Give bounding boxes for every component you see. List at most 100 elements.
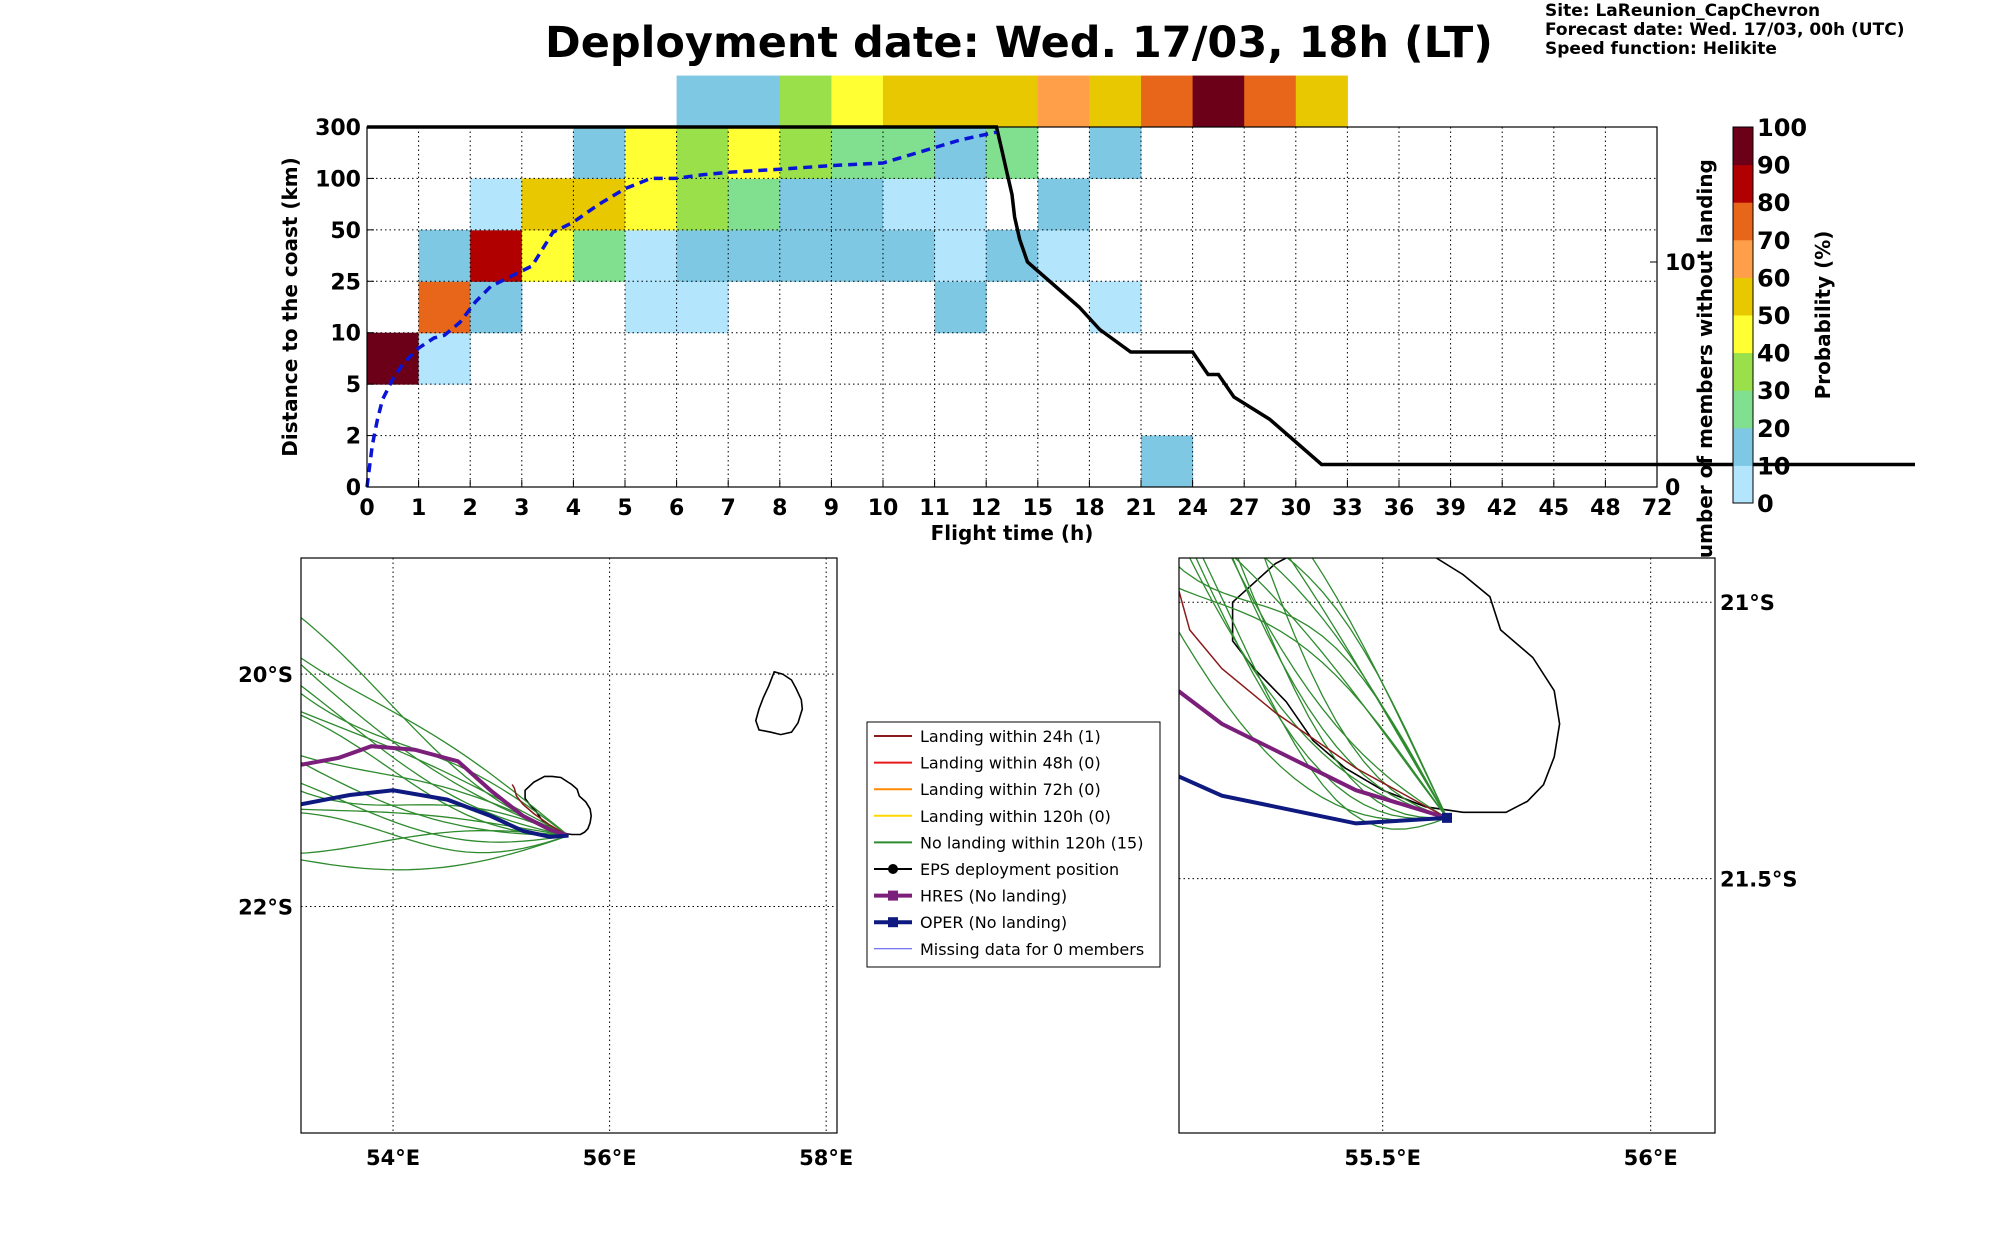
heatmap-cell <box>418 229 471 282</box>
legend-frame <box>866 721 1161 968</box>
colorbar-tick-label: 20 <box>1757 415 1790 443</box>
y-tick-label: 2 <box>346 425 361 450</box>
zoom-map[interactable]: 55.5°E 56°E 21°S 21.5°S <box>123 38 2000 1170</box>
y-tick-label: 300 <box>315 116 361 141</box>
colorbar-segment <box>1733 239 1753 278</box>
member-trajectory-no-landing <box>301 657 569 837</box>
heatmap-frame <box>366 126 1658 488</box>
heatmap-cell <box>934 127 987 179</box>
probability-colorbar: 0 10 20 30 40 50 60 70 80 90 100 Probability (%) <box>1732 114 1835 518</box>
heatmap-cell <box>470 178 523 231</box>
member-trajectory-no-landing <box>301 812 569 854</box>
site-label: Site: LaReunion_CapChevron <box>1545 1 1821 21</box>
heatmap-cell <box>934 178 987 231</box>
heatmap-cell <box>779 127 832 179</box>
heatmap-cell <box>625 127 678 179</box>
legend-swatch-marker <box>888 917 898 928</box>
map-lat-label: 20°S <box>238 663 293 687</box>
map-background <box>1179 558 1715 1133</box>
heatmap-cell <box>1089 127 1142 179</box>
member-trajectory-no-landing <box>1231 558 1448 819</box>
heatmap-cell <box>676 229 729 282</box>
heatmap-cell <box>986 229 1039 282</box>
heatmap-cell <box>676 281 729 334</box>
legend-item-label: Landing within 72h (0) <box>920 780 1101 799</box>
member-trajectory-no-landing <box>1195 558 1448 820</box>
heatmap-cell <box>779 75 832 128</box>
heatmap-cell <box>1141 435 1194 488</box>
x-tick-label: 5 <box>617 496 632 521</box>
heatmap-cell <box>521 178 574 231</box>
heatmap-cell <box>883 75 936 128</box>
colorbar-segment <box>1733 352 1753 391</box>
heatmap-cell <box>1295 75 1348 128</box>
heatmap-cell <box>831 75 884 128</box>
x-tick-label: 0 <box>359 496 374 521</box>
legend-swatch-marker <box>888 890 898 901</box>
heatmap-cell <box>521 229 574 282</box>
y-tick-label: 100 <box>315 167 361 192</box>
colorbar-frame <box>1732 126 1754 504</box>
x-tick-label: 30 <box>1280 496 1311 521</box>
map-lon-label: 55.5°E <box>1344 1146 1421 1170</box>
deployment-marker <box>1442 812 1452 823</box>
page-title: Deployment date: Wed. 17/03, 18h (LT) <box>545 18 1493 68</box>
colorbar-tick-label: 40 <box>1757 340 1790 368</box>
map-lat-label: 21°S <box>1720 591 1775 615</box>
wide-map[interactable]: 54°E 56°E 58°E 20°S 22°S <box>238 557 853 1170</box>
forecast-date-label: Forecast date: Wed. 17/03, 00h (UTC) <box>1545 20 1905 40</box>
hres-trajectory <box>301 744 570 838</box>
heatmap-cell <box>986 75 1039 128</box>
reunion-coastline <box>1231 558 1561 814</box>
legend-item-label: OPER (No landing) <box>920 913 1067 932</box>
y2-tick-label: 0 <box>1665 476 1680 501</box>
member-trajectory-no-landing <box>1263 558 1448 819</box>
heatmap-cell <box>1089 281 1142 334</box>
colorbar-tick-label: 70 <box>1757 227 1790 255</box>
map-layers <box>301 558 837 1133</box>
heatmap-cell <box>728 178 781 231</box>
heatmap-cell <box>831 229 884 282</box>
heatmap-cell <box>831 178 884 231</box>
colorbar-tick-label: 10 <box>1757 452 1790 480</box>
oper-trajectory <box>1179 774 1448 826</box>
colorbar-segment <box>1733 277 1753 316</box>
heatmap-cell <box>418 332 471 385</box>
colorbar-segment <box>1733 390 1753 429</box>
map-background <box>301 558 837 1133</box>
heatmap-cell <box>418 281 471 334</box>
member-trajectory-no-landing <box>1311 558 1448 819</box>
colorbar-segment <box>1733 315 1753 354</box>
legend-item-label: Landing within 24h (1) <box>920 727 1101 746</box>
colorbar-segment <box>1733 127 1753 166</box>
legend-item-label: HRES (No landing) <box>920 887 1067 906</box>
colorbar-segment <box>1733 164 1753 203</box>
member-trajectory-no-landing <box>301 790 569 837</box>
heatmap-cell <box>883 178 936 231</box>
speed-function-label: Speed function: Helikite <box>1545 39 1777 59</box>
member-trajectory-no-landing <box>301 761 569 837</box>
x-tick-label: 4 <box>566 496 581 521</box>
member-trajectory-no-landing <box>1179 587 1448 819</box>
map-frame <box>300 557 838 1134</box>
colorbar-tick-label: 80 <box>1757 189 1790 217</box>
heatmap-cell <box>728 229 781 282</box>
x-tick-label: 33 <box>1332 496 1363 521</box>
heatmap-cell <box>625 229 678 282</box>
map-lat-label: 22°S <box>238 895 293 919</box>
map-layers <box>1179 558 1715 1133</box>
legend-swatch-marker <box>888 864 898 874</box>
heatmap-cell <box>986 127 1039 179</box>
member-trajectory-no-landing <box>1231 558 1448 819</box>
heatmap-cell <box>573 229 626 282</box>
x-tick-label: 11 <box>919 496 950 521</box>
y-axis-label: Distance to the coast (km) <box>278 157 302 457</box>
heatmap-cell <box>1192 75 1245 128</box>
x-tick-label: 42 <box>1487 496 1518 521</box>
member-trajectory-landing-24h <box>1179 589 1448 819</box>
heatmap-cell <box>934 75 987 128</box>
x-tick-label: 6 <box>669 496 684 521</box>
x-tick-label: 72 <box>1642 496 1673 521</box>
heatmap-cell <box>728 75 781 128</box>
